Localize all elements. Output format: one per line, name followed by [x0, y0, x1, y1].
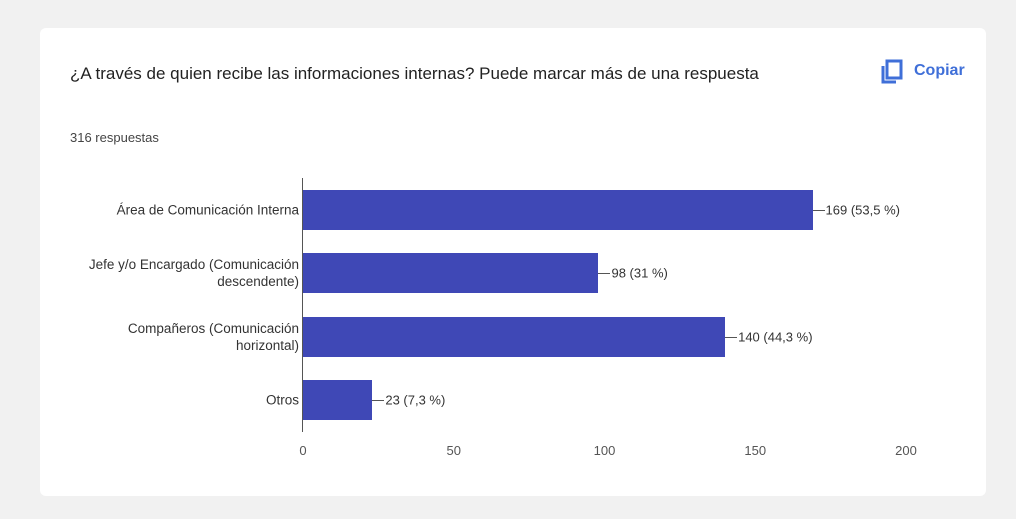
x-tick-label: 0 [299, 443, 307, 458]
value-label: 23 (7,3 %) [385, 392, 446, 408]
chart-title: ¿A través de quien recibe las informacio… [70, 64, 759, 83]
label-leader [725, 336, 738, 338]
y-tick-label: Jefe y/o Encargado (Comunicación descend… [88, 257, 299, 290]
chart-subtitle: 316 respuestas [70, 130, 159, 145]
x-tick-label: 100 [593, 443, 616, 458]
value-label: 169 (53,5 %) [825, 202, 900, 218]
bar [303, 189, 813, 230]
copy-button[interactable]: Copiar [880, 58, 965, 84]
bar [303, 253, 599, 294]
x-tick-label: 150 [744, 443, 767, 458]
y-axis-line [302, 178, 303, 432]
bar [303, 316, 726, 357]
x-tick-label: 200 [895, 443, 917, 458]
copy-label: Copiar [914, 62, 965, 79]
copy-icon [881, 59, 903, 84]
label-leader [598, 273, 611, 275]
value-label: 98 (31 %) [611, 265, 668, 281]
bar [303, 380, 373, 421]
value-label: 140 (44,3 %) [738, 329, 813, 345]
y-tick-label: Compañeros (Comunicación horizontal) [127, 320, 299, 353]
y-tick-label: Otros [265, 392, 299, 408]
label-leader [372, 400, 385, 402]
x-tick-label: 50 [446, 443, 461, 458]
y-tick-label: Área de Comunicación Interna [116, 202, 299, 218]
label-leader [812, 209, 825, 211]
